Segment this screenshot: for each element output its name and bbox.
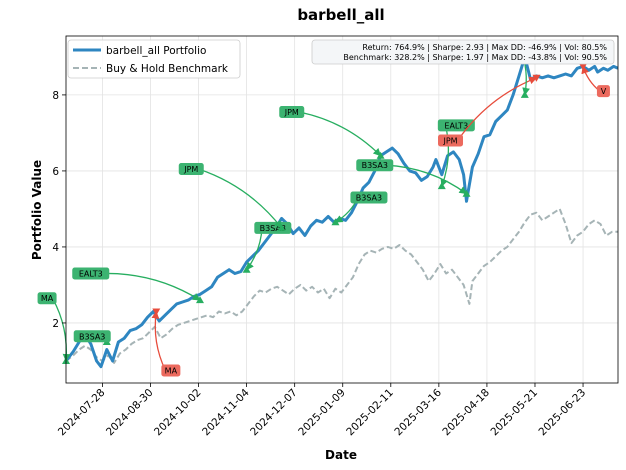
x-tick-label: 2025-04-18 bbox=[440, 387, 492, 439]
annotation-label-box bbox=[596, 85, 610, 98]
sell-marker bbox=[152, 308, 161, 316]
series-layer bbox=[66, 55, 618, 369]
annotation-label: MA bbox=[165, 366, 178, 375]
annotation-label: B3SA3 bbox=[356, 194, 382, 203]
annotation-label-box bbox=[279, 106, 305, 119]
buy-marker bbox=[376, 151, 385, 159]
annotation-label-box bbox=[37, 292, 57, 305]
x-axis-label: Date bbox=[325, 448, 357, 462]
grid bbox=[66, 36, 618, 383]
annotation-label-box bbox=[72, 267, 110, 280]
buy-marker bbox=[195, 296, 204, 304]
annotation-label: B3SA3 bbox=[362, 161, 388, 170]
legend-label-benchmark: Buy & Hold Benchmark bbox=[106, 63, 229, 75]
x-tick-label: 2025-01-09 bbox=[296, 387, 348, 439]
sell-marker bbox=[579, 63, 588, 71]
x-tick-label: 2025-06-23 bbox=[537, 387, 589, 439]
annotation-label-box bbox=[178, 163, 204, 176]
legend: barbell_all Portfolio Buy & Hold Benchma… bbox=[67, 39, 241, 79]
plot-frame bbox=[65, 35, 619, 384]
benchmark-line bbox=[66, 207, 618, 364]
buy-marker bbox=[277, 223, 286, 231]
annotation-label: V bbox=[601, 87, 607, 96]
annotation-label: JPM bbox=[442, 137, 457, 146]
stats-line-portfolio: Return: 764.9% | Sharpe: 2.93 | Max DD: … bbox=[362, 43, 607, 52]
annotation-label: EALT3 bbox=[444, 121, 468, 130]
x-tick-label: 2025-03-16 bbox=[392, 386, 444, 438]
annotation-label-box bbox=[437, 119, 475, 132]
annotation-label-box bbox=[161, 364, 181, 377]
annotation-arrow bbox=[385, 164, 468, 195]
x-tick-label: 2024-08-30 bbox=[104, 387, 156, 439]
buy-marker bbox=[242, 265, 251, 273]
y-tick-label: 6 bbox=[52, 166, 59, 178]
annotation-label: B3SA3 bbox=[260, 224, 286, 233]
x-tick-label: 2024-12-07 bbox=[248, 387, 300, 439]
annotation-label: EALT3 bbox=[79, 270, 103, 279]
portfolio-line bbox=[66, 55, 618, 369]
annotation-label-box bbox=[73, 330, 111, 343]
y-axis-label: Portfolio Value bbox=[30, 160, 44, 260]
trade-annotations: MA B3SA3 EALT3 MA B3SA3 JPM JPM B3SA3 B3SA3 EALT3… bbox=[37, 41, 610, 377]
stats-box: Return: 764.9% | Sharpe: 2.93 | Max DD: … bbox=[311, 39, 615, 65]
sell-marker bbox=[532, 74, 541, 82]
x-tick-label: 2024-10-02 bbox=[152, 387, 204, 439]
annotation-label-box bbox=[350, 191, 388, 204]
buy-marker bbox=[331, 218, 340, 226]
annotation-label: JPM bbox=[284, 108, 299, 117]
y-tick-label: 2 bbox=[52, 318, 59, 330]
buy-marker bbox=[520, 90, 529, 98]
chart-title: barbell_all bbox=[297, 6, 384, 24]
annotation-arrow bbox=[101, 272, 201, 301]
stats-line-benchmark: Benchmark: 328.2% | Sharpe: 1.97 | Max D… bbox=[343, 53, 607, 62]
annotation-label: MA bbox=[41, 294, 54, 303]
x-tick-label: 2024-11-04 bbox=[200, 386, 252, 438]
x-tick-label: 2024-07-28 bbox=[56, 387, 108, 439]
annotation-label-box bbox=[438, 134, 464, 147]
y-axis: 2 4 6 8 bbox=[52, 90, 66, 330]
legend-label-portfolio: barbell_all Portfolio bbox=[106, 45, 206, 57]
x-axis: 2024-07-282024-08-302024-10-022024-11-04… bbox=[56, 383, 588, 438]
annotation-arrow bbox=[198, 168, 283, 229]
buy-marker bbox=[437, 182, 446, 190]
x-tick-label: 2025-05-21 bbox=[488, 387, 540, 439]
y-tick-label: 4 bbox=[52, 242, 59, 254]
stats-box-frame bbox=[311, 39, 615, 65]
annotation-label: JPM bbox=[183, 165, 198, 174]
annotation-label-box bbox=[356, 159, 394, 172]
x-tick-label: 2025-02-11 bbox=[344, 387, 396, 439]
buy-marker bbox=[462, 189, 471, 197]
annotation-label: B3SA3 bbox=[79, 332, 105, 341]
annotation-arrow bbox=[298, 111, 382, 157]
legend-box bbox=[67, 39, 241, 79]
y-tick-label: 8 bbox=[52, 90, 59, 102]
